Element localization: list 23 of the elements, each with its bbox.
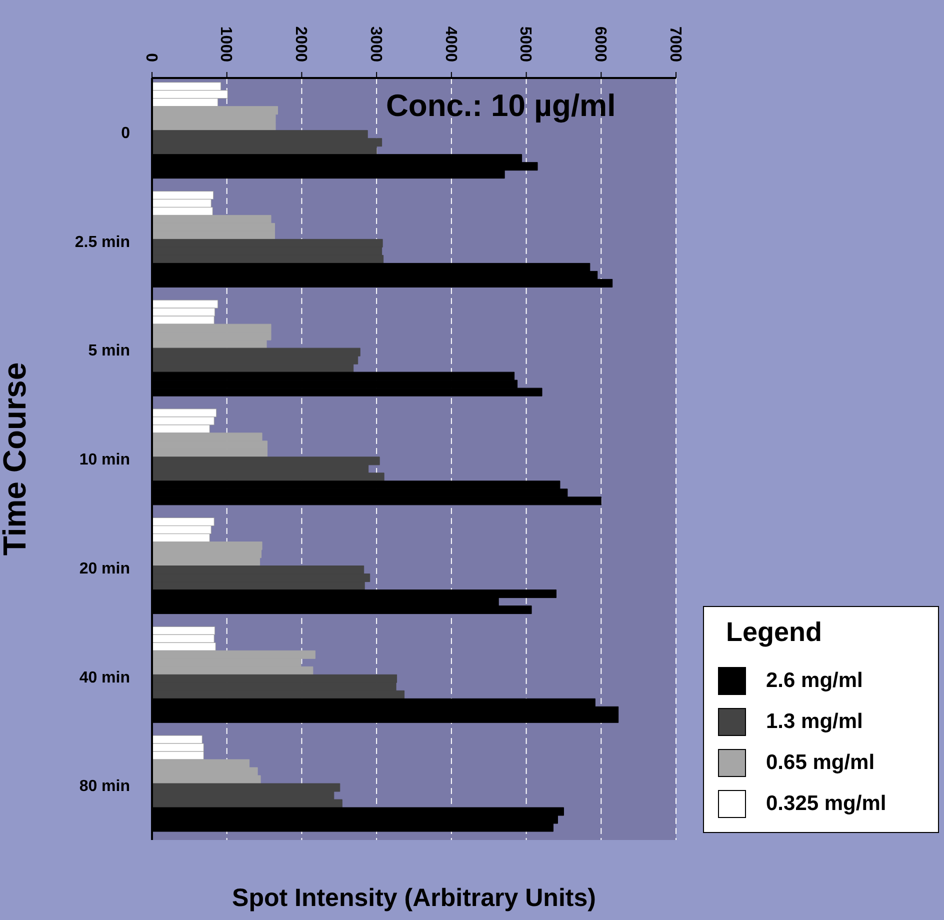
legend-label: 1.3 mg/ml <box>766 710 863 734</box>
x-axis-title: Spot Intensity (Arbitrary Units) <box>231 884 597 913</box>
x-tick-label: 1000 <box>217 26 234 62</box>
legend-label: 0.325 mg/ml <box>766 792 886 816</box>
y-tick-label: 20 min <box>79 560 130 578</box>
x-tick-label: 0 <box>142 53 160 62</box>
y-tick-label: 2.5 min <box>74 234 130 251</box>
x-tick-label: 4000 <box>442 26 459 62</box>
x-tick-label: 7000 <box>666 26 684 62</box>
y-tick-label: 10 min <box>79 452 130 469</box>
y-tick-label: 40 min <box>79 669 130 686</box>
y-tick-label: 5 min <box>88 342 130 360</box>
y-axis-title: Time Course <box>0 362 32 556</box>
x-tick-label: 2000 <box>292 26 310 62</box>
x-tick-label: 5000 <box>516 26 534 62</box>
annotation: Conc.: 10 µg/ml <box>386 88 616 124</box>
x-tick-label: 6000 <box>592 26 609 62</box>
x-tick-label: 3000 <box>366 26 384 62</box>
legend-title: Legend <box>726 617 824 648</box>
legend-label: 0.65 mg/ml <box>766 750 875 774</box>
y-tick-label: 0 <box>121 125 130 142</box>
legend-label: 2.6 mg/ml <box>766 668 863 692</box>
y-tick-label: 80 min <box>79 778 130 796</box>
